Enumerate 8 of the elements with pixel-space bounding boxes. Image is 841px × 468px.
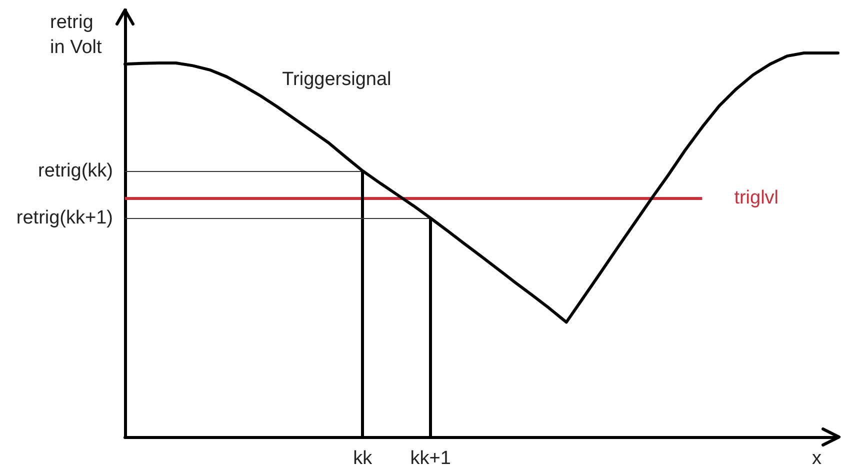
series-label: Triggersignal (282, 68, 392, 90)
x-tick-label: kk+1 (410, 448, 451, 468)
x-axis-title: x (812, 448, 822, 468)
annotation: retrig(kk) (38, 160, 113, 182)
ref-line-label: triglvl (734, 187, 779, 208)
annotation: retrig(kk+1) (16, 208, 113, 229)
y-axis-title: retrig in Volt (50, 12, 102, 58)
x-tick-label: kk (353, 448, 373, 468)
